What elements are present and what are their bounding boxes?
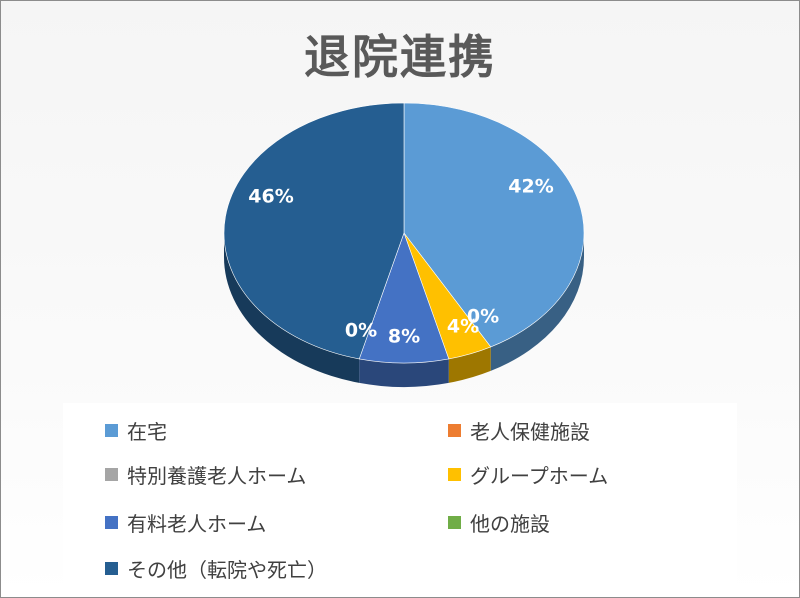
legend-label-5: 他の施設 — [470, 512, 550, 536]
pie-side-0 — [490, 233, 585, 371]
legend-swatch-2 — [105, 468, 118, 481]
legend-label-6: その他（転院や死亡） — [127, 558, 327, 582]
pie-slice-0 — [403, 102, 585, 348]
legend-item-1: 老人保健施設 — [448, 416, 590, 445]
legend-label-2: 特別養護老人ホーム — [127, 464, 307, 488]
legend-label-1: 老人保健施設 — [470, 420, 590, 444]
legend-item-3: グループホーム — [448, 460, 608, 489]
data-label-extra: 0% — [345, 320, 377, 342]
pie-slice-4 — [358, 232, 450, 364]
data-label-5: 0% — [467, 306, 499, 328]
legend-label-0: 在宅 — [127, 420, 167, 444]
legend-swatch-0 — [105, 424, 118, 437]
legend-label-4: 有料老人ホーム — [127, 512, 267, 536]
data-label-3: 4% — [447, 316, 479, 338]
pie-side-4 — [359, 358, 449, 387]
data-label-6: 46% — [248, 186, 293, 208]
chart-title: 退院連携 — [304, 30, 496, 84]
legend-item-5: 他の施設 — [448, 508, 550, 537]
legend-swatch-6 — [105, 562, 118, 575]
legend-swatch-3 — [448, 468, 461, 481]
data-label-4: 8% — [388, 326, 420, 348]
pie-chart: 42% 4% 8% 0% 46% 0% — [223, 102, 585, 387]
pie-slice-6 — [223, 102, 405, 360]
legend-item-4: 有料老人ホーム — [105, 508, 266, 537]
chart-legend: 在宅 老人保健施設特別養護老人ホーム グループホーム有料老人ホーム 他の施設その他（転… — [63, 403, 737, 591]
data-label-0: 42% — [508, 176, 553, 198]
legend-swatch-4 — [105, 516, 118, 529]
pie-side-3 — [448, 346, 491, 383]
legend-swatch-5 — [448, 516, 461, 529]
pie-side-6 — [223, 233, 360, 383]
legend-item-2: 特別養護老人ホーム — [105, 460, 306, 489]
legend-item-0: 在宅 — [105, 416, 167, 445]
legend-swatch-1 — [448, 424, 461, 437]
legend-label-3: グループホーム — [470, 464, 609, 488]
legend-item-6: その他（転院や死亡） — [105, 554, 327, 583]
